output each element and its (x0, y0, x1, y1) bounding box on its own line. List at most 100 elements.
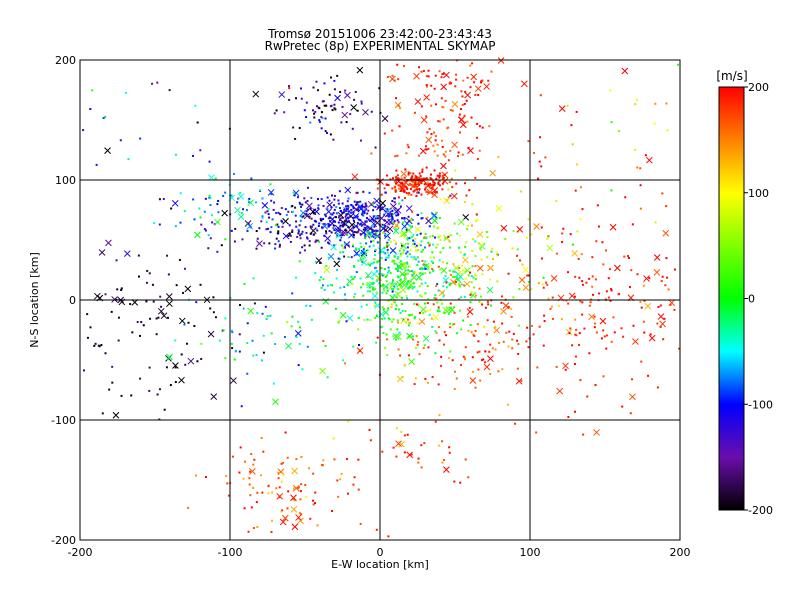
scatter-point (332, 211, 335, 214)
scatter-cross (389, 75, 396, 83)
scatter-point (432, 144, 435, 147)
scatter-point (317, 224, 320, 227)
scatter-point (410, 225, 413, 228)
scatter-point (453, 388, 456, 391)
scatter-point (187, 321, 190, 324)
scatter-point (463, 295, 466, 298)
scatter-point (424, 246, 427, 249)
scatter-point (320, 116, 323, 119)
scatter-point (337, 221, 340, 224)
scatter-point (393, 239, 396, 242)
scatter-point (270, 199, 273, 202)
scatter-point (648, 277, 651, 280)
scatter-point (665, 102, 668, 105)
scatter-cross (335, 232, 342, 240)
scatter-cross (406, 332, 413, 340)
scatter-point (413, 285, 416, 288)
scatter-point (377, 272, 380, 275)
scatter-point (639, 184, 642, 187)
scatter-point (408, 182, 411, 185)
scatter-point (442, 247, 445, 250)
scatter-point (366, 276, 369, 279)
scatter-point (299, 326, 302, 329)
scatter-point (288, 224, 291, 227)
scatter-point (305, 304, 308, 307)
scatter-cross (469, 291, 477, 299)
scatter-point (473, 286, 476, 289)
scatter-point (309, 207, 312, 210)
scatter-point (322, 339, 325, 342)
scatter-point (404, 310, 407, 313)
scatter-point (630, 269, 633, 272)
scatter-point (356, 109, 359, 112)
scatter-point (395, 169, 398, 172)
scatter-point (632, 324, 635, 327)
scatter-cross (442, 276, 450, 284)
scatter-point (457, 298, 460, 301)
scatter-point (591, 293, 594, 296)
scatter-point (455, 332, 458, 335)
scatter-point (297, 230, 300, 233)
scatter-point (390, 212, 393, 215)
scatter-point (331, 109, 334, 112)
scatter-point (305, 116, 308, 119)
scatter-cross (256, 240, 263, 247)
scatter-cross (632, 338, 639, 345)
scatter-point (426, 285, 429, 288)
scatter-point (424, 237, 427, 240)
scatter-point (412, 172, 415, 175)
scatter-point (261, 197, 264, 200)
scatter-point (246, 322, 249, 325)
scatter-point (312, 86, 315, 89)
scatter-point (139, 377, 142, 380)
scatter-point (464, 90, 467, 93)
scatter-point (364, 208, 367, 211)
scatter-point (461, 103, 464, 106)
scatter-point (640, 306, 643, 309)
scatter-point (447, 188, 450, 191)
scatter-point (326, 196, 329, 199)
scatter-point (222, 329, 225, 332)
scatter-point (346, 200, 349, 203)
scatter-point (269, 183, 272, 186)
scatter-point (294, 137, 297, 140)
scatter-point (454, 280, 457, 283)
scatter-point (469, 323, 472, 326)
scatter-point (386, 183, 389, 186)
scatter-point (356, 215, 359, 218)
scatter-point (397, 348, 400, 351)
scatter-cross (379, 199, 387, 207)
scatter-point (605, 249, 608, 252)
scatter-point (296, 235, 299, 238)
scatter-point (389, 328, 392, 331)
scatter-point (224, 238, 227, 241)
scatter-point (305, 210, 308, 213)
scatter-point (426, 191, 429, 194)
scatter-point (424, 281, 427, 284)
scatter-point (470, 275, 473, 278)
scatter-point (424, 302, 427, 305)
scatter-point (216, 203, 219, 206)
scatter-point (368, 281, 371, 284)
scatter-cross (450, 192, 458, 200)
scatter-point (256, 525, 259, 528)
scatter-point (375, 291, 378, 294)
scatter-point (343, 243, 346, 246)
scatter-point (516, 248, 519, 251)
scatter-point (97, 344, 100, 347)
scatter-point (386, 245, 389, 248)
scatter-point (463, 358, 466, 361)
scatter-cross (390, 203, 397, 210)
scatter-point (520, 190, 523, 193)
scatter-point (519, 259, 522, 262)
scatter-point (383, 219, 386, 222)
scatter-point (570, 124, 573, 127)
scatter-point (382, 231, 385, 234)
scatter-cross (469, 377, 477, 384)
scatter-point (100, 344, 103, 347)
scatter-point (406, 261, 409, 264)
scatter-point (478, 125, 481, 128)
scatter-point (115, 259, 118, 262)
scatter-point (450, 177, 453, 180)
